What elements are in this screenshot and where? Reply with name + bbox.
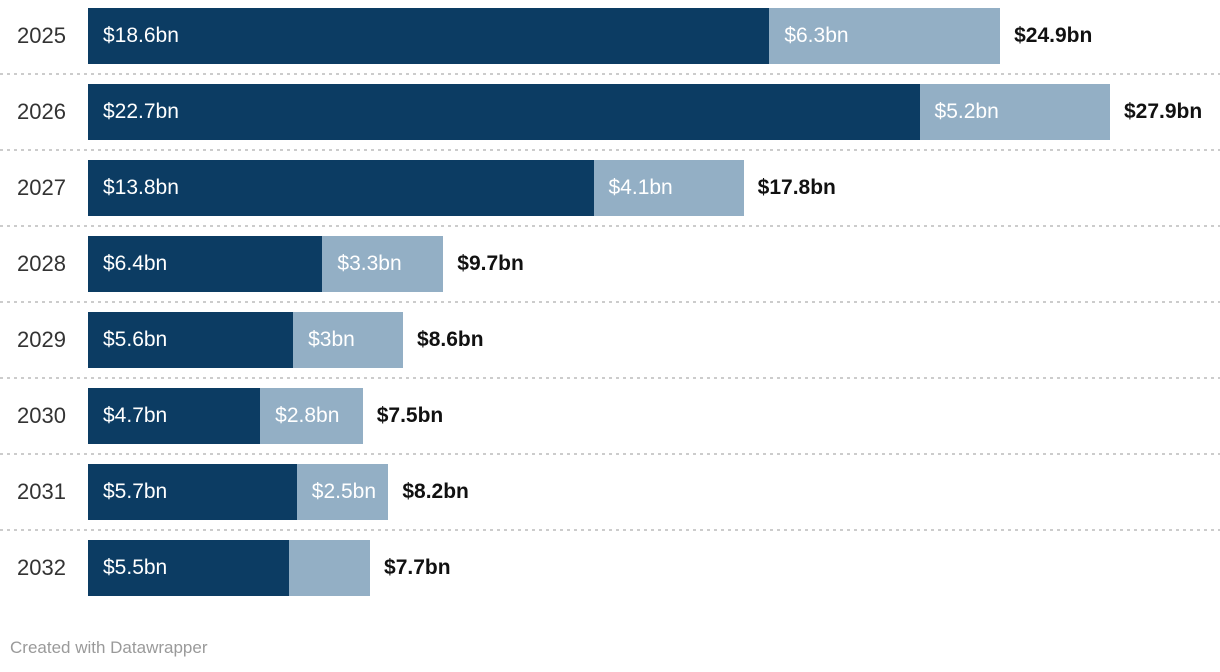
bar-segment-secondary[interactable]: $5.2bn — [919, 84, 1110, 140]
row-separator — [0, 453, 1220, 455]
bar-segment-secondary[interactable]: $3bn — [293, 312, 404, 368]
bar-segment-secondary[interactable]: $6.3bn — [769, 8, 1001, 64]
row-separator — [0, 149, 1220, 151]
bar-segment-primary[interactable]: $5.6bn — [88, 312, 294, 368]
bar-row: 2025 $18.6bn $6.3bn $24.9bn — [0, 8, 1220, 64]
total-value-label: $17.8bn — [757, 176, 836, 199]
total-value-label: $8.6bn — [417, 328, 484, 351]
bar-value-label: $2.5bn — [311, 480, 377, 503]
category-label: 2027 — [17, 175, 66, 200]
bar-row: 2029 $5.6bn $3bn $8.6bn — [0, 312, 1220, 368]
row-separator — [0, 529, 1220, 531]
bar-segment-primary[interactable]: $6.4bn — [88, 236, 323, 292]
category-label: 2031 — [17, 479, 66, 504]
bar-value-label: $3bn — [308, 328, 355, 351]
total-value-label: $24.9bn — [1014, 24, 1093, 47]
bar-value-label: $6.3bn — [784, 24, 849, 47]
bar-value-label: $5.5bn — [103, 556, 168, 579]
total-value-label: $27.9bn — [1123, 100, 1203, 123]
bar-segment-primary[interactable]: $5.7bn — [88, 464, 297, 520]
stacked-bar-chart: 2025 $18.6bn $6.3bn $24.9bn 2026 $22.7bn $5.2b… — [0, 8, 1220, 596]
bar-value-label: $2.8bn — [275, 404, 340, 427]
bar-value-label: $22.7bn — [103, 100, 179, 123]
bar-row: 2026 $22.7bn $5.2bn $27.9bn — [0, 84, 1220, 140]
category-label: 2026 — [17, 99, 66, 124]
credit-text[interactable]: Created with Datawrapper — [10, 638, 208, 657]
bar-value-label: $5.6bn — [103, 328, 168, 351]
datawrapper-credit[interactable]: Created with Datawrapper — [0, 638, 1220, 658]
bar-value-label: $3.3bn — [337, 252, 402, 275]
total-value-label: $7.5bn — [376, 404, 444, 427]
bar-row: 2030 $4.7bn $2.8bn $7.5bn — [0, 388, 1220, 444]
row-separator — [0, 377, 1220, 379]
category-label: 2025 — [17, 23, 66, 48]
bar-segment-secondary[interactable]: $3.3bn — [322, 236, 444, 292]
bar-segment-primary[interactable]: $18.6bn — [88, 8, 770, 64]
bar-value-label: $18.6bn — [103, 24, 179, 47]
bar-value-label: $6.4bn — [103, 252, 168, 275]
category-label: 2028 — [17, 251, 66, 276]
bar-segment-primary[interactable]: $13.8bn — [88, 160, 594, 216]
total-value-label: $9.7bn — [457, 252, 524, 275]
bar-row: 2028 $6.4bn $3.3bn $9.7bn — [0, 236, 1220, 292]
category-label: 2032 — [17, 555, 66, 580]
bar-row: 2032 $5.5bn $7.7bn — [0, 540, 1220, 596]
bar-segment-secondary[interactable]: $2.8bn — [260, 388, 363, 444]
bar-value-label: $5.2bn — [934, 100, 999, 123]
bar-segment-primary[interactable]: $4.7bn — [88, 388, 261, 444]
row-separator — [0, 225, 1220, 227]
bar-value-label: $4.1bn — [608, 176, 673, 199]
bar-row: 2027 $13.8bn $4.1bn $17.8bn — [0, 160, 1220, 216]
bar-value-label: $5.7bn — [103, 480, 168, 503]
bar-segment-secondary[interactable] — [289, 540, 371, 596]
total-value-label: $7.7bn — [384, 556, 451, 579]
bar-segment-primary[interactable]: $22.7bn — [88, 84, 920, 140]
bar-segment-secondary[interactable]: $2.5bn — [296, 464, 389, 520]
row-separator — [0, 301, 1220, 303]
bar-value-label: $13.8bn — [103, 176, 179, 199]
row-separator — [0, 73, 1220, 75]
category-label: 2030 — [17, 403, 66, 428]
category-label: 2029 — [17, 327, 66, 352]
bar-row: 2031 $5.7bn $2.5bn $8.2bn — [0, 464, 1220, 520]
bar-segment-primary[interactable]: $5.5bn — [88, 540, 290, 596]
bar-value-label: $4.7bn — [103, 404, 168, 427]
total-value-label: $8.2bn — [402, 480, 469, 503]
bar-segment-secondary[interactable]: $4.1bn — [593, 160, 744, 216]
